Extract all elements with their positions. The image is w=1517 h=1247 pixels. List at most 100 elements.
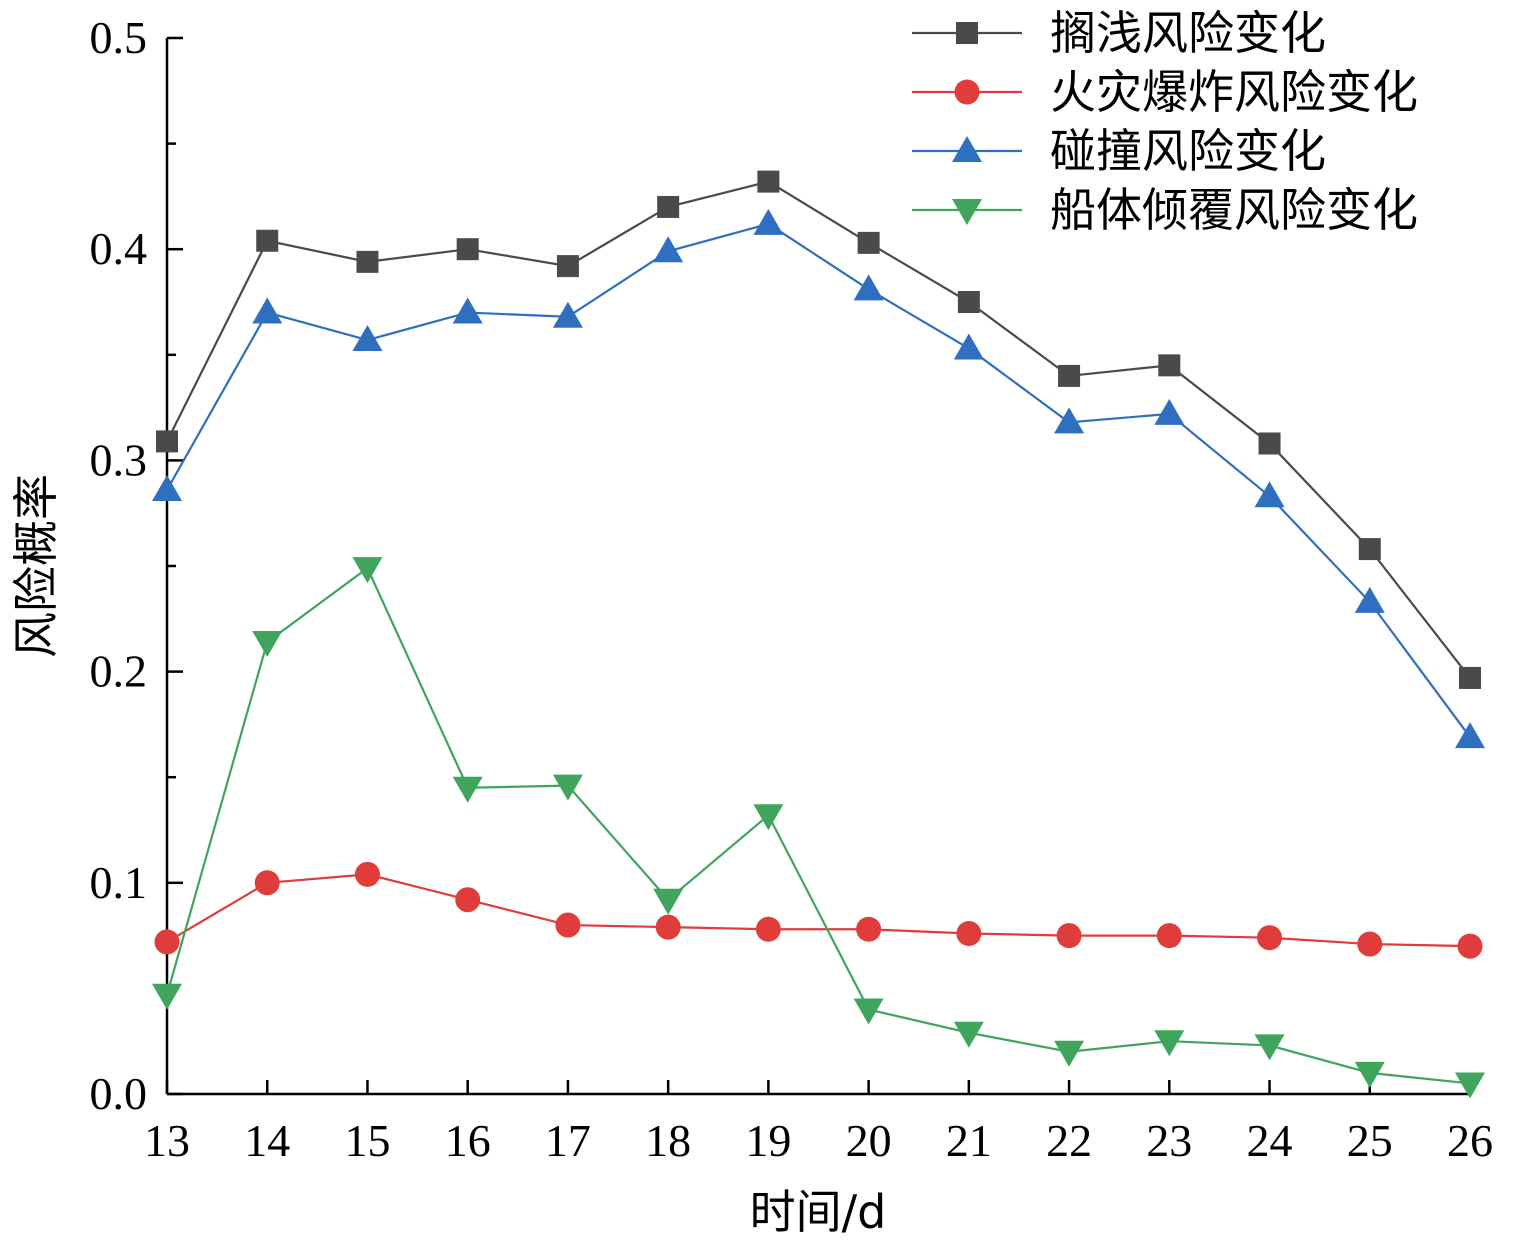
legend-marker (954, 79, 980, 105)
y-tick-label: 0.3 (90, 434, 148, 485)
data-point (956, 920, 982, 946)
legend-item: 船体倾覆风险变化 (912, 183, 1418, 237)
data-point (757, 170, 780, 193)
legend-marker (952, 136, 982, 162)
data-point (252, 631, 283, 658)
data-point (755, 916, 781, 942)
legend-label: 碰撞风险变化 (1050, 124, 1326, 178)
data-point (653, 236, 684, 263)
data-point (1054, 1040, 1085, 1067)
data-point (1254, 1034, 1285, 1061)
data-point (452, 297, 483, 324)
series-3 (152, 208, 1485, 749)
data-point (1254, 481, 1285, 508)
data-point (152, 983, 182, 1010)
series-1 (156, 170, 1481, 689)
x-tick-label: 20 (846, 1115, 892, 1166)
data-point (256, 229, 279, 252)
data-point (154, 929, 180, 955)
x-ticks: 13 14 15 16 17 18 19 20 21 22 23 24 25 26 (144, 1080, 1493, 1166)
series-4 (152, 557, 1485, 1099)
data-point (953, 333, 984, 360)
data-point (1358, 538, 1381, 561)
x-tick-label: 18 (645, 1115, 691, 1166)
x-tick-label: 26 (1447, 1115, 1493, 1166)
x-tick-label: 23 (1146, 1115, 1192, 1166)
data-point (1154, 398, 1185, 425)
data-point (1459, 666, 1481, 689)
legend-item: 碰撞风险变化 (912, 124, 1326, 178)
legend-item: 搁浅风险变化 (912, 6, 1326, 60)
x-tick-label: 25 (1347, 1115, 1393, 1166)
y-tick-label: 0.5 (90, 12, 148, 63)
x-tick-label: 24 (1247, 1115, 1293, 1166)
data-point (753, 208, 784, 235)
data-point (1056, 923, 1082, 949)
data-point (556, 255, 579, 278)
y-tick-label: 0.2 (90, 646, 148, 697)
data-point (254, 870, 280, 896)
data-point (1158, 354, 1181, 377)
y-axis-title: 风险概率 (9, 474, 63, 658)
data-point (552, 774, 583, 801)
data-point (452, 776, 483, 803)
series-line (166, 180, 1471, 679)
data-point (853, 998, 884, 1025)
y-tick-label: 0.4 (90, 223, 148, 274)
data-point (657, 195, 680, 218)
series-line (166, 873, 1471, 948)
data-point (352, 325, 383, 352)
x-tick-label: 17 (545, 1115, 591, 1166)
data-point (753, 804, 784, 831)
data-point (953, 1021, 984, 1048)
data-point (354, 861, 380, 887)
data-point (655, 914, 681, 940)
data-point (1054, 407, 1085, 434)
y-tick-label: 0.0 (90, 1068, 148, 1119)
series-line (165, 566, 1471, 1085)
data-point (653, 888, 684, 915)
data-point (1257, 925, 1283, 951)
legend-label: 搁浅风险变化 (1050, 6, 1326, 60)
x-axis-title: 时间/d (750, 1185, 887, 1239)
y-ticks: 0.0 0.1 0.2 0.3 0.4 0.5 (90, 12, 183, 1119)
x-tick-label: 13 (144, 1115, 190, 1166)
data-point (1156, 923, 1182, 949)
data-point (853, 274, 884, 301)
data-point (455, 887, 481, 913)
data-point (252, 297, 283, 324)
data-point (555, 912, 581, 938)
series-line (166, 222, 1471, 738)
data-point (856, 916, 882, 942)
legend-marker (956, 22, 978, 44)
x-tick-label: 19 (745, 1115, 791, 1166)
series-layer (152, 170, 1485, 1099)
x-tick-label: 21 (946, 1115, 992, 1166)
data-point (552, 301, 583, 328)
data-point (1457, 933, 1483, 959)
data-point (1354, 1061, 1385, 1088)
x-tick-label: 22 (1046, 1115, 1092, 1166)
series-2 (154, 861, 1483, 959)
data-point (1455, 1072, 1485, 1099)
x-tick-label: 16 (445, 1115, 491, 1166)
data-point (352, 557, 383, 584)
data-point (1058, 364, 1081, 387)
legend-marker (952, 199, 982, 225)
data-point (456, 238, 479, 261)
data-point (356, 250, 379, 273)
data-point (152, 474, 182, 501)
x-tick-label: 14 (244, 1115, 290, 1166)
data-point (1154, 1030, 1185, 1057)
data-point (857, 231, 880, 254)
y-tick-label: 0.1 (90, 857, 148, 908)
legend-label: 火灾爆炸风险变化 (1050, 65, 1418, 119)
data-point (1455, 722, 1485, 749)
x-tick-label: 15 (344, 1115, 390, 1166)
data-point (156, 430, 178, 453)
data-point (957, 291, 980, 313)
data-point (1258, 432, 1281, 455)
data-point (1354, 586, 1385, 613)
data-point (1357, 931, 1383, 957)
